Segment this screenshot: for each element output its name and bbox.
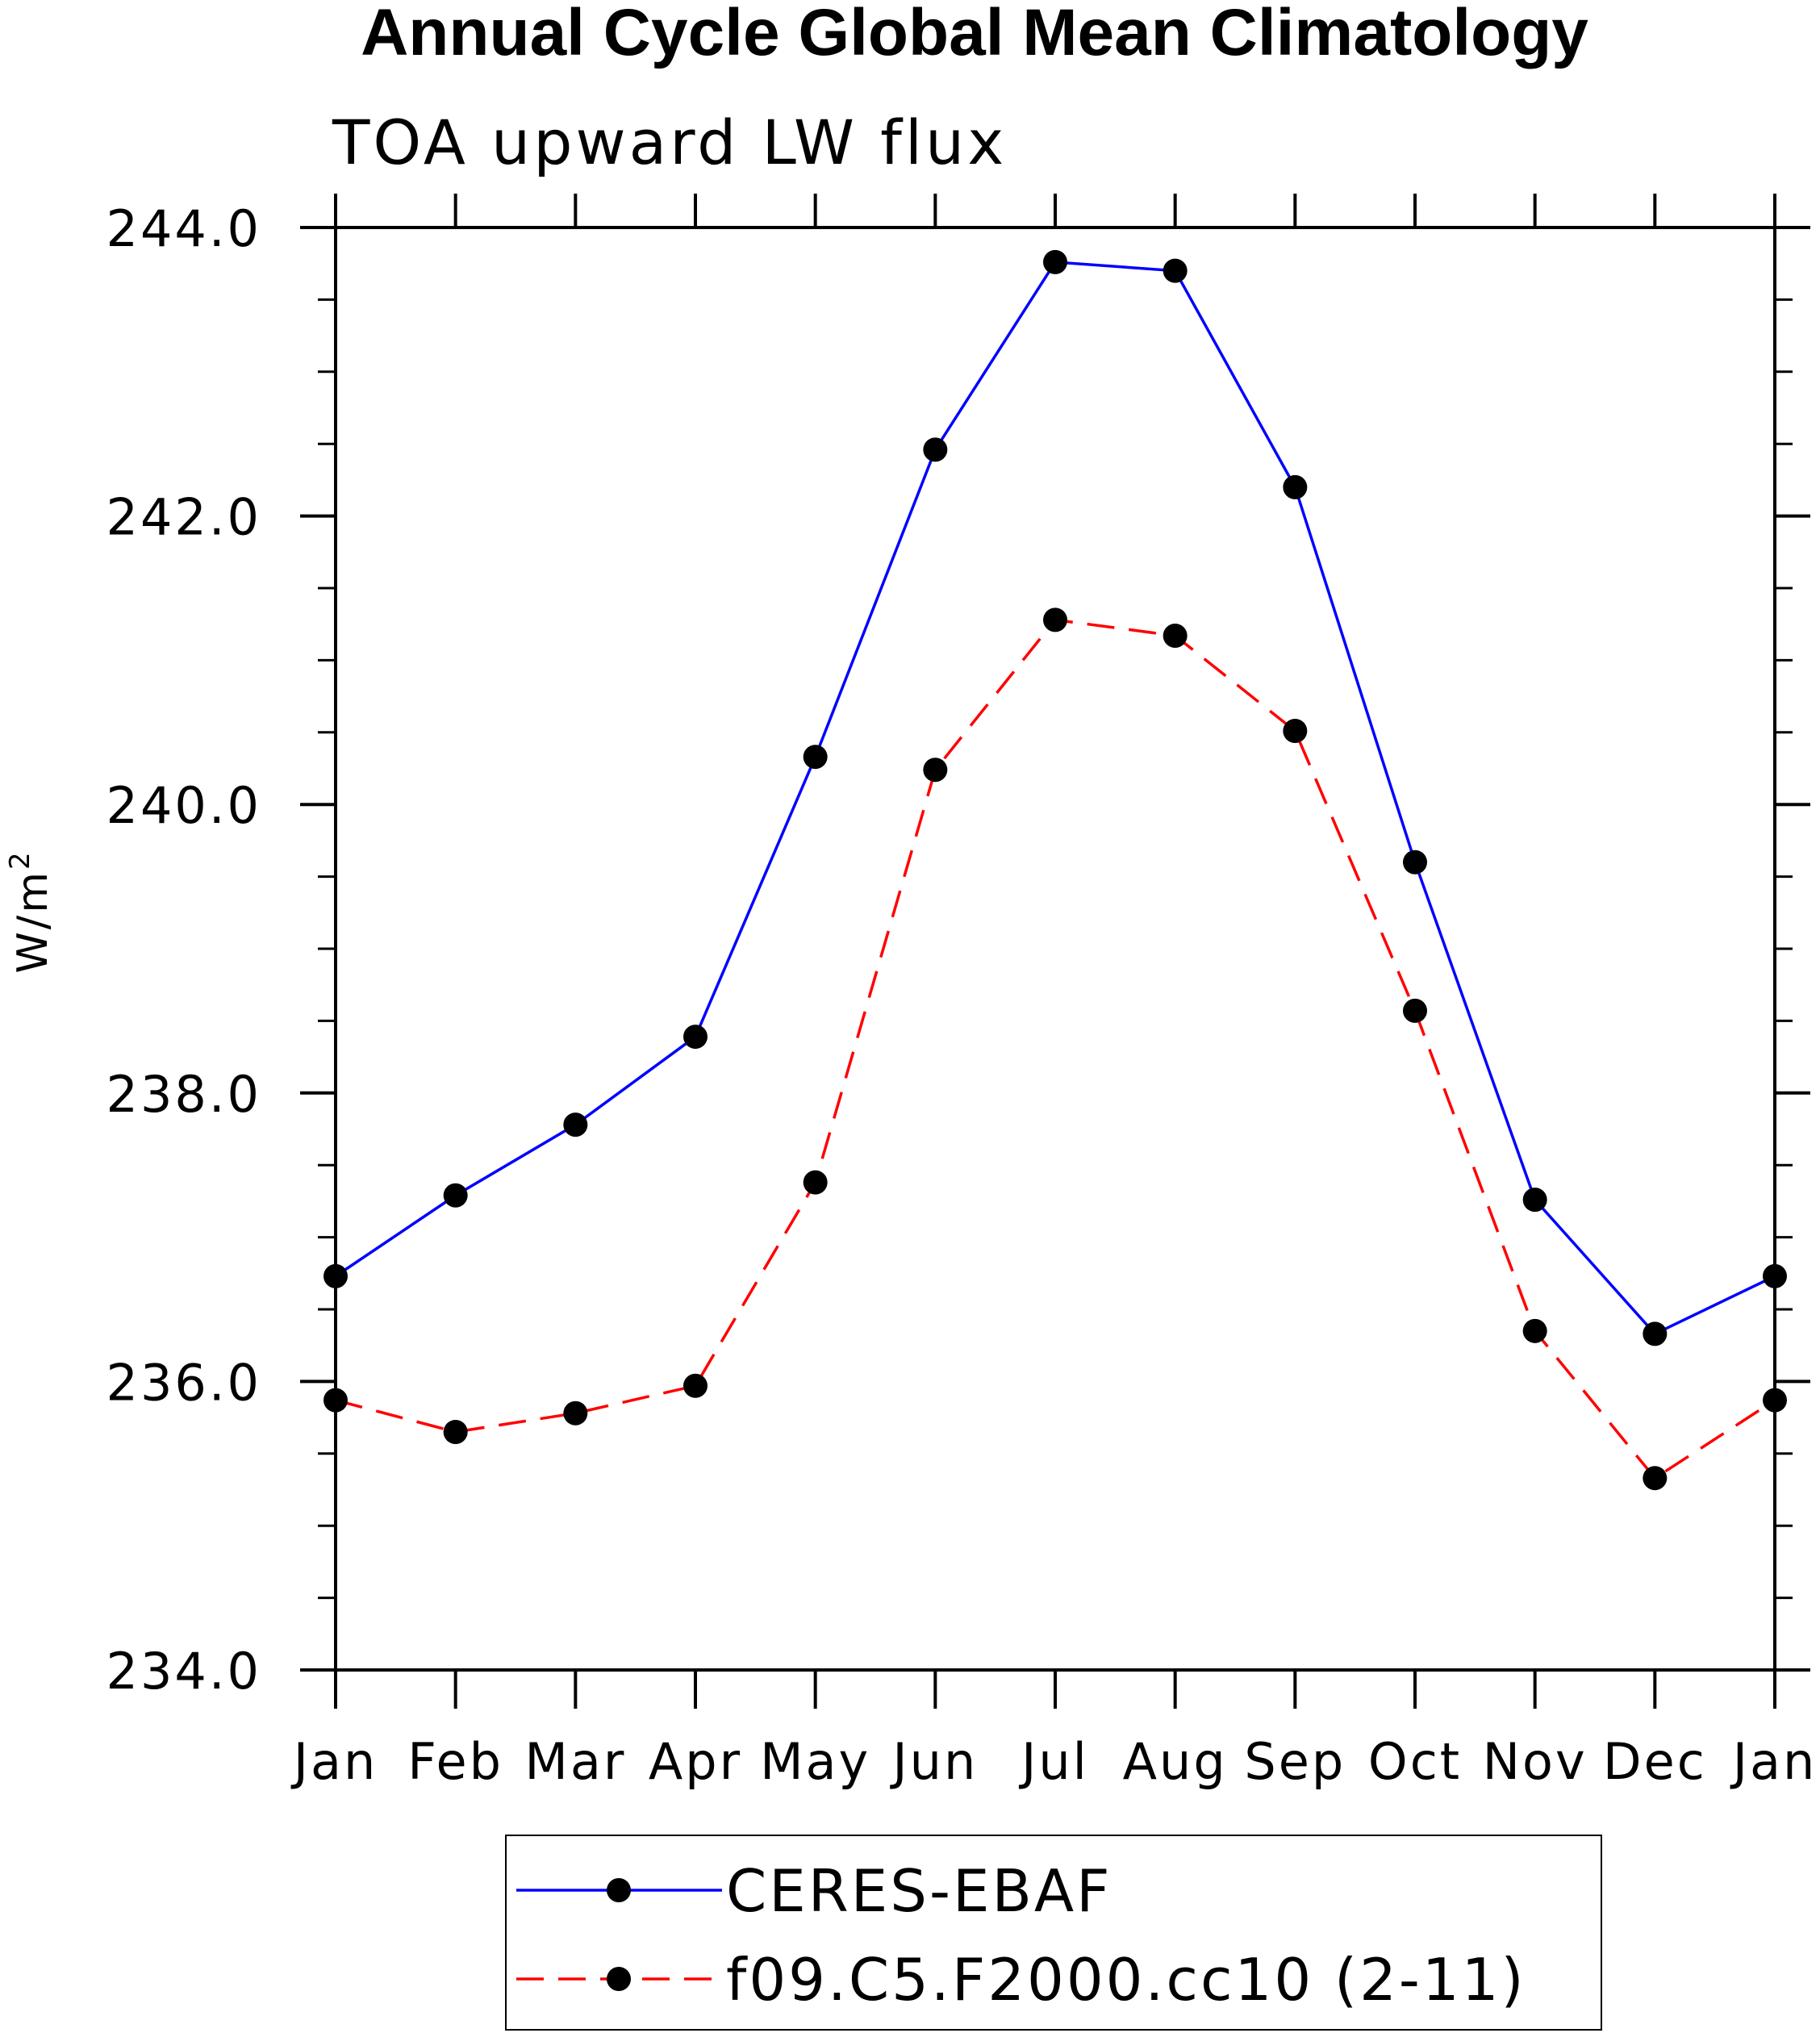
legend-label-2: f09.C5.F2000.cc10 (2-11) <box>726 1946 1526 2014</box>
series-1-point <box>803 745 828 770</box>
y-tick-label: 240.0 <box>106 776 262 835</box>
series-2-point <box>1043 607 1067 632</box>
legend-marker-2 <box>607 1967 631 1991</box>
legend: CERES-EBAF f09.C5.F2000.cc10 (2-11) <box>505 1835 1602 2031</box>
series-1-point <box>1283 474 1308 499</box>
legend-marker-1 <box>607 1878 631 1902</box>
y-axis-label-text: W/m <box>9 870 57 974</box>
series-1-point <box>1403 850 1427 875</box>
x-tick-label: Apr <box>649 1732 742 1791</box>
series-1-point <box>683 1025 708 1050</box>
x-tick-label: Oct <box>1368 1732 1462 1791</box>
series-line-1 <box>335 261 1776 1336</box>
x-tick-label: Dec <box>1603 1732 1707 1791</box>
chart-title: Annual Cycle Global Mean Climatology <box>361 0 1588 69</box>
legend-entries: CERES-EBAF f09.C5.F2000.cc10 (2-11) <box>516 1857 1526 2014</box>
svg-text:W/m2: W/m2 <box>4 850 57 973</box>
series-2-point <box>1763 1388 1787 1413</box>
legend-label-1: CERES-EBAF <box>726 1857 1112 1925</box>
series-2-point <box>1283 719 1308 744</box>
plot-area <box>324 249 1787 1491</box>
series-2-point <box>1163 624 1188 649</box>
series-1-point <box>443 1183 468 1208</box>
series-1-point <box>1763 1263 1787 1288</box>
x-tick-label: Mar <box>524 1732 626 1791</box>
series-line-2 <box>335 618 1776 1480</box>
x-tick-label: May <box>760 1732 870 1791</box>
y-tick-label: 236.0 <box>106 1353 262 1412</box>
chart-subtitle: TOA upward LW flux <box>332 106 1007 178</box>
series-1-point <box>563 1113 588 1138</box>
x-tick-label: Feb <box>407 1732 503 1791</box>
x-tick-label: Sep <box>1244 1732 1346 1791</box>
series-1-point <box>1643 1321 1668 1346</box>
y-tick-label: 238.0 <box>106 1065 262 1124</box>
y-tick-label: 234.0 <box>106 1642 262 1701</box>
series-1-point <box>1043 249 1067 274</box>
y-tick-label: 244.0 <box>106 199 262 258</box>
series-1-point <box>1163 258 1188 283</box>
series-2-point <box>1522 1318 1547 1343</box>
series-1-point <box>1522 1188 1547 1213</box>
series-2-point <box>1403 998 1427 1023</box>
series-2-point <box>923 758 948 783</box>
series-2-point <box>683 1373 708 1398</box>
series-1-point <box>324 1263 348 1288</box>
x-tick-label: Jan <box>290 1732 378 1791</box>
plot-frame <box>334 226 1776 1672</box>
series-2-point <box>1643 1466 1668 1491</box>
legend-box <box>505 1835 1602 2031</box>
series-2-point <box>443 1419 468 1444</box>
axes: Jan Feb Mar Apr May Jun Jul Aug Sep Oct Nov Dec Jan 2… <box>106 194 1818 1791</box>
y-tick-label: 242.0 <box>106 488 262 547</box>
y-axis-label: W/m2 <box>4 850 57 973</box>
series-2-point <box>324 1388 348 1413</box>
x-tick-label: Nov <box>1483 1732 1588 1791</box>
series-1-point <box>923 437 948 462</box>
x-tick-label: Jul <box>1018 1732 1089 1791</box>
x-tick-label: Aug <box>1123 1732 1228 1791</box>
y-axis-label-superscript: 2 <box>4 850 36 870</box>
series-2-point <box>803 1170 828 1195</box>
series-2-point <box>563 1401 588 1426</box>
x-tick-label: Jun <box>889 1732 978 1791</box>
x-tick-label: Jan <box>1730 1732 1818 1791</box>
